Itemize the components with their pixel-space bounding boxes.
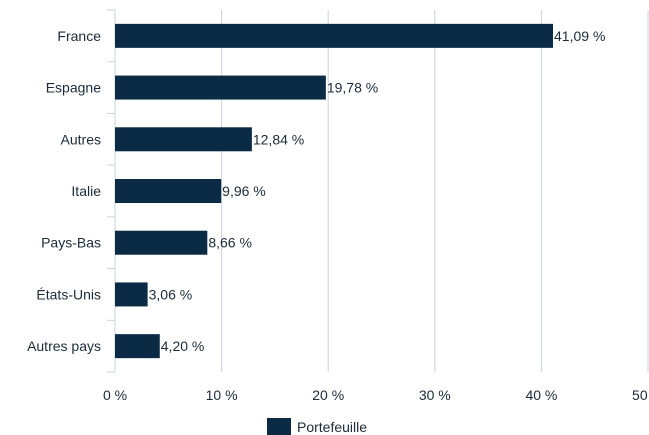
category-label: Autres (61, 131, 101, 147)
bar (115, 179, 222, 203)
data-labels: 41,09 % 19,78 % 12,84 % 9,96 % 8,66 % 3,06 % 4… (149, 28, 606, 354)
category-axis: France Espagne Autres Italie Pays-Bas États-U… (27, 9, 116, 373)
x-tick-label: 50 % (632, 387, 649, 403)
grid-lines (221, 10, 649, 372)
x-axis-ticks: 0 % 10 % 20 % 30 % 40 % 50 % (103, 387, 649, 403)
category-label: France (57, 28, 101, 44)
data-label: 3,06 % (149, 286, 193, 302)
data-label: 8,66 % (208, 235, 252, 251)
bar (115, 282, 148, 307)
bar (115, 23, 554, 48)
x-tick-label: 30 % (419, 387, 451, 403)
bar (115, 127, 252, 152)
x-tick-label: 20 % (312, 387, 344, 403)
data-label: 41,09 % (554, 28, 605, 44)
category-label: Italie (71, 183, 101, 199)
bar-series (115, 23, 554, 359)
bar (115, 334, 160, 359)
category-label: États-Unis (36, 286, 101, 302)
data-label: 9,96 % (222, 183, 266, 199)
category-label: Autres pays (27, 338, 101, 354)
category-label: Pays-Bas (41, 235, 101, 251)
legend-swatch (267, 418, 291, 435)
data-label: 12,84 % (253, 131, 304, 147)
x-tick-label: 0 % (103, 387, 127, 403)
bar (115, 75, 326, 100)
bar (115, 230, 208, 255)
data-label: 19,78 % (327, 80, 378, 96)
x-tick-label: 10 % (206, 387, 238, 403)
legend: Portefeuille (267, 418, 367, 435)
data-label: 4,20 % (161, 338, 205, 354)
category-label: Espagne (46, 80, 101, 96)
legend-label: Portefeuille (297, 419, 367, 435)
x-tick-label: 40 % (525, 387, 557, 403)
